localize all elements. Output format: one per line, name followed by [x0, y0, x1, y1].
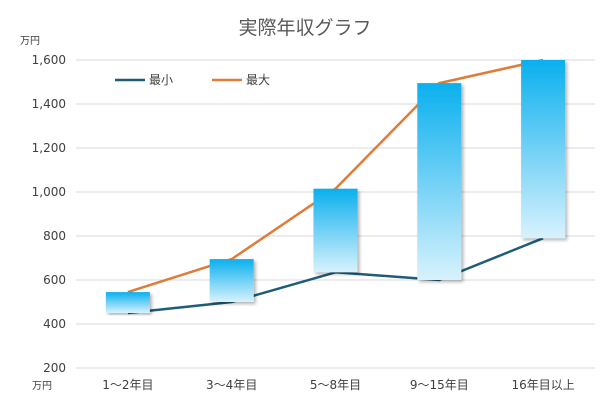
x-tick-label: 16年目以上	[511, 378, 574, 392]
y-tick-label: 400	[43, 317, 66, 331]
y-tick-label: 1,600	[32, 53, 66, 67]
legend-label-最大: 最大	[246, 73, 270, 87]
y-axis-ticks: 200 400 600 800 1,000 1,200 1,400 1,600	[32, 53, 66, 375]
range-bar	[209, 259, 254, 302]
legend: 最小 最大	[115, 73, 270, 87]
legend-label-最小: 最小	[149, 73, 173, 87]
y-axis-unit-label: 万円	[20, 36, 40, 47]
range-bar	[417, 83, 462, 280]
x-tick-label: 5〜8年目	[310, 378, 361, 392]
range-bars	[105, 60, 566, 313]
chart-title: 実際年収グラフ	[238, 17, 371, 39]
x-axis-unit-label: 万円	[32, 381, 52, 392]
y-tick-label: 200	[43, 361, 66, 375]
x-tick-label: 1〜2年目	[102, 378, 153, 392]
range-bar	[521, 60, 566, 239]
range-bar	[105, 292, 150, 313]
y-tick-label: 1,400	[32, 97, 66, 111]
y-tick-label: 800	[43, 229, 66, 243]
y-tick-label: 1,200	[32, 141, 66, 155]
y-tick-label: 1,000	[32, 185, 66, 199]
series-lines	[127, 58, 544, 315]
x-tick-label: 9〜15年目	[410, 378, 469, 392]
y-tick-label: 600	[43, 273, 66, 287]
range-bar	[313, 188, 358, 273]
x-axis-ticks: 1〜2年目 3〜4年目 5〜8年目 9〜15年目 16年目以上	[102, 378, 574, 392]
x-tick-label: 3〜4年目	[206, 378, 257, 392]
